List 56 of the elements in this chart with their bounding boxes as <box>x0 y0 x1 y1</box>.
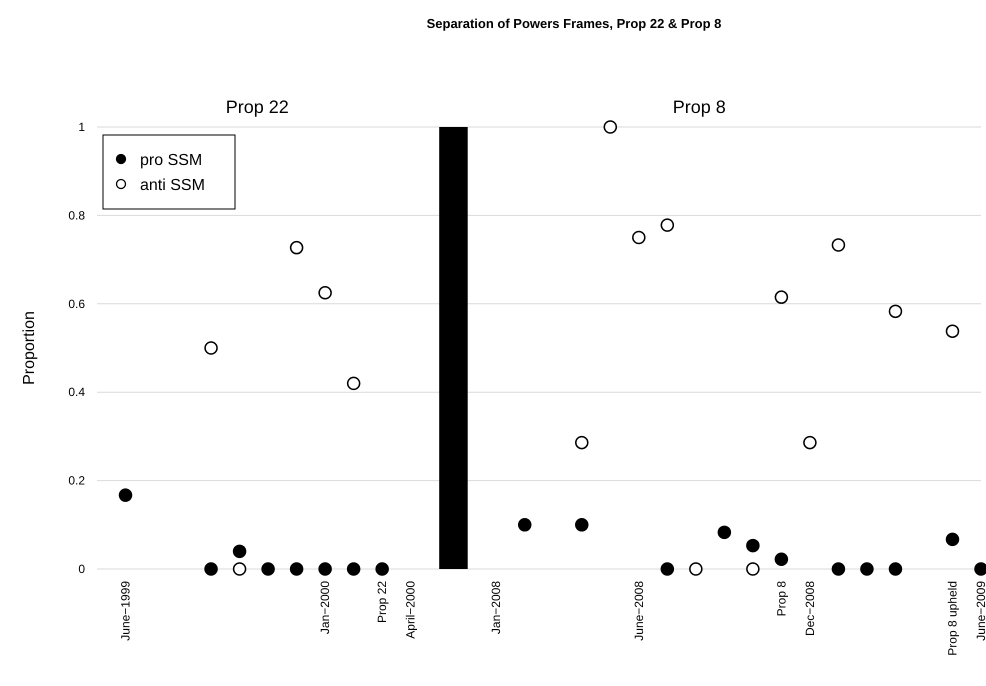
x-tick-label: Jan−2000 <box>318 580 332 634</box>
point <box>204 341 218 355</box>
x-tick-label: Dec−2008 <box>802 580 817 636</box>
point <box>774 290 788 304</box>
point <box>803 436 817 450</box>
point <box>290 562 304 576</box>
point <box>832 562 846 576</box>
y-tick-label: 0.8 <box>68 208 86 222</box>
chart-title: Separation of Powers Frames, Prop 22 & Prop 8 <box>426 16 722 31</box>
x-tick-label: June−2008 <box>632 580 646 641</box>
point <box>632 230 646 244</box>
point <box>888 304 902 318</box>
x-tick-label: Prop 8 <box>774 580 788 616</box>
point <box>660 218 674 232</box>
point <box>261 562 275 576</box>
y-tick-label: 0.2 <box>68 474 86 488</box>
text: Prop 22 <box>226 97 289 117</box>
point <box>604 120 618 134</box>
x-tick-label: Prop 8 upheld <box>945 581 960 656</box>
point <box>318 286 332 300</box>
point <box>346 376 360 390</box>
legend-label: anti SSM <box>140 177 205 194</box>
point <box>746 538 760 552</box>
x-tick-label: June−2009 <box>974 580 986 641</box>
point <box>946 324 960 338</box>
x-tick-label: June−1999 <box>118 580 133 641</box>
point <box>746 562 760 576</box>
point <box>118 488 132 502</box>
point <box>375 562 389 576</box>
y-tick-label: 0.4 <box>68 385 86 400</box>
point <box>518 518 532 532</box>
point <box>888 562 902 576</box>
y-tick-label: 0.6 <box>68 296 86 311</box>
x-tick-label: Prop 22 <box>375 580 390 624</box>
point <box>689 562 703 576</box>
point <box>774 552 788 566</box>
point <box>575 518 589 532</box>
y-tick-label: 0 <box>78 562 86 576</box>
legend-label: pro SSM <box>140 152 202 169</box>
point <box>232 544 246 558</box>
text: Prop 8 <box>672 97 726 117</box>
point <box>946 532 960 546</box>
point <box>860 562 874 576</box>
point <box>232 562 246 576</box>
point <box>718 526 732 540</box>
point <box>346 562 360 576</box>
point <box>832 238 846 252</box>
y-tick-label: 1 <box>78 120 86 134</box>
x-tick-label: Jan−2008 <box>489 580 504 634</box>
y-axis-title: Proportion <box>21 311 38 385</box>
point <box>575 436 589 450</box>
point <box>660 562 674 576</box>
point <box>204 562 218 576</box>
x-tick-label: April−2000 <box>404 580 418 639</box>
point <box>318 562 332 576</box>
point <box>290 240 304 254</box>
